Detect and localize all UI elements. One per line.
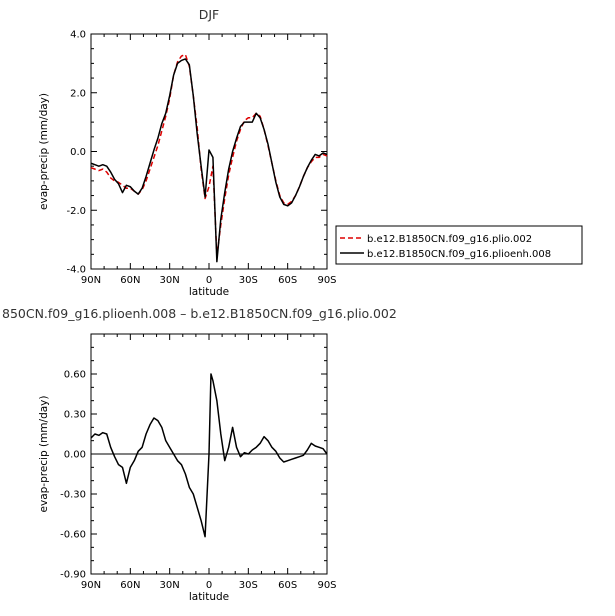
series-line-1 <box>90 58 328 263</box>
panel-djf: DJF 90N 60N 30N 0 30S 60S 90S -4.0 -2.0 0.0 2.0 4.0 l… <box>38 7 583 298</box>
x-tick-label: 90S <box>317 275 336 286</box>
y-tick-label: -4.0 <box>66 265 86 276</box>
y-tick-label: 4.0 <box>70 30 86 41</box>
x-tick-label: 60N <box>120 275 140 286</box>
y-tick-label: -0.30 <box>60 490 86 501</box>
series-line-0 <box>90 53 328 257</box>
y-tick-label: 0.60 <box>64 370 86 381</box>
series-line <box>90 373 328 538</box>
x-axis-label: latitude <box>189 286 229 298</box>
panel-difference: 850CN.f09_g16.plioenh.008 – b.e12.B1850C… <box>2 306 397 603</box>
x-tick-label: 0 <box>206 275 212 286</box>
legend-entry: b.e12.B1850CN.f09_g16.plio.002 <box>367 234 532 245</box>
x-tick-label: 60N <box>120 580 140 591</box>
legend: b.e12.B1850CN.f09_g16.plio.002 b.e12.B185… <box>335 225 583 265</box>
y-axis-label: evap-precip (mm/day) <box>38 396 50 513</box>
x-tick-label: 90S <box>317 580 336 591</box>
x-axis-label: latitude <box>189 591 229 603</box>
x-tick-label: 90N <box>81 275 101 286</box>
y-tick-label: 0.00 <box>64 450 86 461</box>
y-tick-label: 0.30 <box>64 410 86 421</box>
y-tick-label: -0.90 <box>60 570 86 581</box>
x-tick-label: 90N <box>81 580 101 591</box>
x-tick-label: 30N <box>160 275 180 286</box>
chart-title: DJF <box>199 7 220 22</box>
legend-entry: b.e12.B1850CN.f09_g16.plioenh.008 <box>367 249 551 260</box>
x-tick-label: 30N <box>160 580 180 591</box>
x-tick-label: 30S <box>239 275 258 286</box>
legend-box <box>335 225 583 265</box>
x-tick-label: 30S <box>239 580 258 591</box>
y-axis-label: evap-precip (mm/day) <box>38 93 50 210</box>
y-tick-label: -2.0 <box>66 206 86 217</box>
x-tick-label: 0 <box>206 580 212 591</box>
y-tick-label: -0.60 <box>60 530 86 541</box>
chart-title: 850CN.f09_g16.plioenh.008 – b.e12.B1850C… <box>2 306 397 321</box>
x-tick-label: 60S <box>278 275 297 286</box>
y-tick-label: 0.0 <box>70 147 86 158</box>
y-tick-label: 2.0 <box>70 88 86 99</box>
x-tick-label: 60S <box>278 580 297 591</box>
